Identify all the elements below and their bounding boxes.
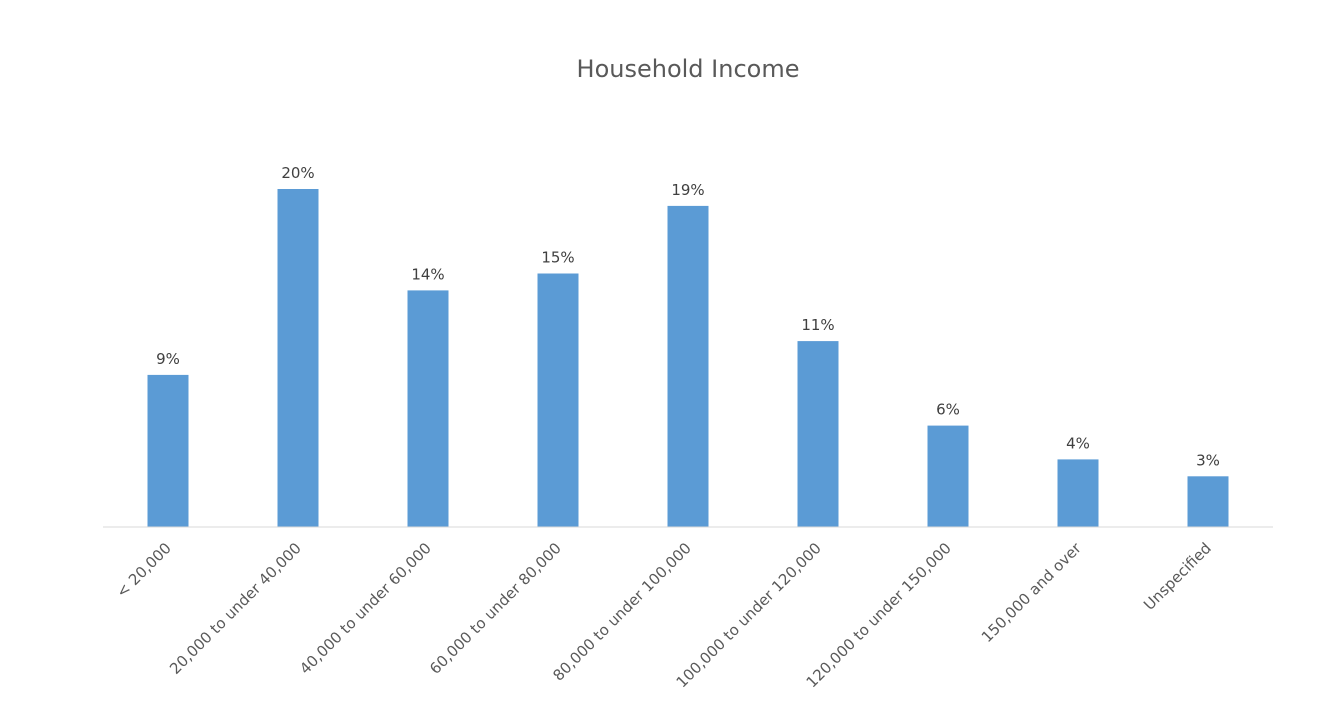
- x-tick-label-8: Unspecified: [1140, 539, 1215, 614]
- bar-8: [1187, 476, 1229, 527]
- data-label-8: 3%: [1196, 451, 1220, 469]
- data-label-7: 4%: [1066, 434, 1090, 452]
- bar-1: [277, 189, 319, 527]
- data-label-2: 14%: [411, 265, 444, 283]
- x-tick-label-3: 60,000 to under 80,000: [426, 539, 565, 678]
- bar-4: [667, 205, 709, 527]
- data-label-6: 6%: [936, 401, 960, 419]
- bar-3: [537, 273, 579, 527]
- bar-0: [147, 374, 189, 527]
- data-label-3: 15%: [541, 249, 574, 267]
- bars-layer: [147, 189, 1229, 527]
- x-tick-label-7: 150,000 and over: [978, 539, 1086, 647]
- x-tick-label-2: 40,000 to under 60,000: [296, 539, 435, 678]
- x-tick-label-0: < 20,000: [113, 539, 175, 601]
- chart-title: Household Income: [577, 55, 800, 83]
- data-label-0: 9%: [156, 350, 180, 368]
- data-label-1: 20%: [281, 164, 314, 182]
- bar-7: [1057, 459, 1099, 527]
- x-tick-label-6: 120,000 to under 150,000: [803, 539, 955, 691]
- x-tick-label-4: 80,000 to under 100,000: [549, 539, 695, 685]
- bar-6: [927, 425, 969, 527]
- x-tick-label-1: 20,000 to under 40,000: [166, 539, 305, 678]
- x-tick-label-5: 100,000 to under 120,000: [673, 539, 825, 691]
- data-label-4: 19%: [671, 181, 704, 199]
- data-label-5: 11%: [801, 316, 834, 334]
- data-labels-layer: 9% 20% 14% 15% 19% 11% 6% 4% 3%: [156, 164, 1220, 469]
- bar-2: [407, 290, 449, 527]
- bar-5: [797, 341, 839, 527]
